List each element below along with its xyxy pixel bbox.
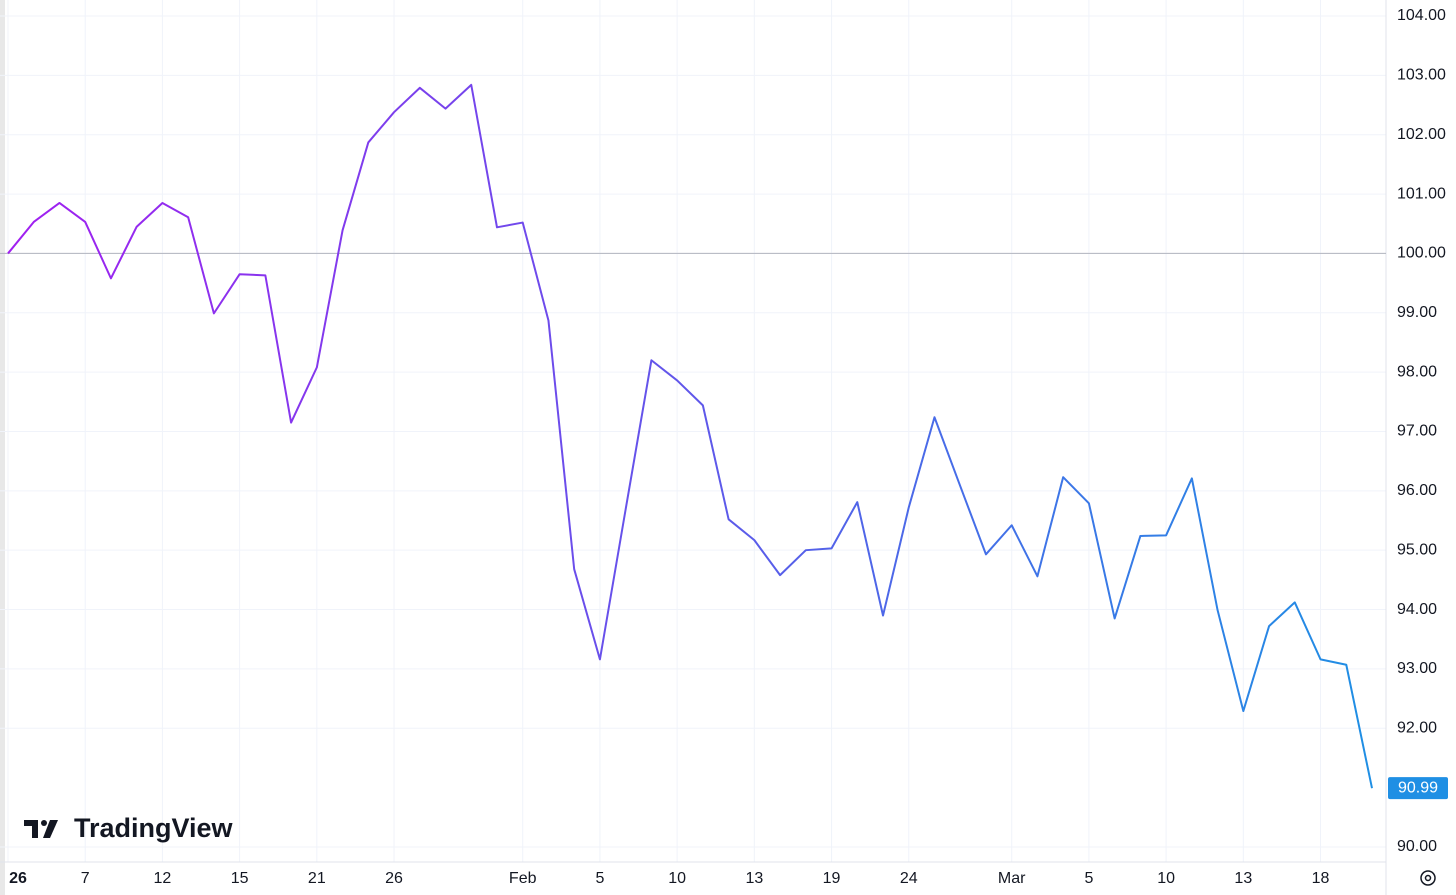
x-tick-label: 10 [668, 870, 686, 887]
y-tick-label: 103.00 [1397, 67, 1446, 84]
y-tick-label: 96.00 [1397, 482, 1437, 499]
grid [0, 0, 1386, 862]
plot [0, 83, 1386, 789]
y-tick-label: 99.00 [1397, 304, 1437, 321]
x-tick-label: 15 [231, 870, 249, 887]
x-tick-label: Feb [509, 870, 537, 887]
x-tick-label: 26 [9, 870, 27, 887]
x-tick-label: 5 [595, 870, 604, 887]
x-tick-label: 26 [385, 870, 403, 887]
left-edge [0, 0, 5, 895]
y-tick-label: 102.00 [1397, 126, 1446, 143]
y-tick-label: 93.00 [1397, 660, 1437, 677]
last-price-box [1388, 777, 1448, 800]
y-tick-label: 92.00 [1397, 719, 1437, 736]
x-tick-label: 21 [308, 870, 326, 887]
last-price-label: 90.99 [1398, 779, 1438, 796]
y-tick-label: 101.00 [1397, 185, 1446, 202]
x-tick-label: 19 [823, 870, 841, 887]
x-tick-label: 10 [1157, 870, 1175, 887]
x-tick-label: 5 [1084, 870, 1093, 887]
y-tick-label: 98.00 [1397, 363, 1437, 380]
y-tick-label: 97.00 [1397, 423, 1437, 440]
settings-icon[interactable] [1420, 870, 1436, 886]
watermark: TradingView [74, 813, 234, 843]
x-tick-label: 12 [154, 870, 172, 887]
x-tick-label: 13 [745, 870, 763, 887]
x-tick-label: Mar [998, 870, 1026, 887]
price-line [7, 83, 1373, 789]
y-tick-label: 90.00 [1397, 838, 1437, 855]
y-tick-label: 100.00 [1397, 245, 1446, 262]
x-tick-label: 13 [1234, 870, 1252, 887]
logo: TradingView [24, 813, 234, 843]
x-tick-label: 24 [900, 870, 918, 887]
y-tick-label: 104.00 [1397, 7, 1446, 24]
y-tick-label: 94.00 [1397, 601, 1437, 618]
x-tick-label: 7 [81, 870, 90, 887]
y-tick-label: 95.00 [1397, 541, 1437, 558]
x-tick-label: 18 [1312, 870, 1330, 887]
